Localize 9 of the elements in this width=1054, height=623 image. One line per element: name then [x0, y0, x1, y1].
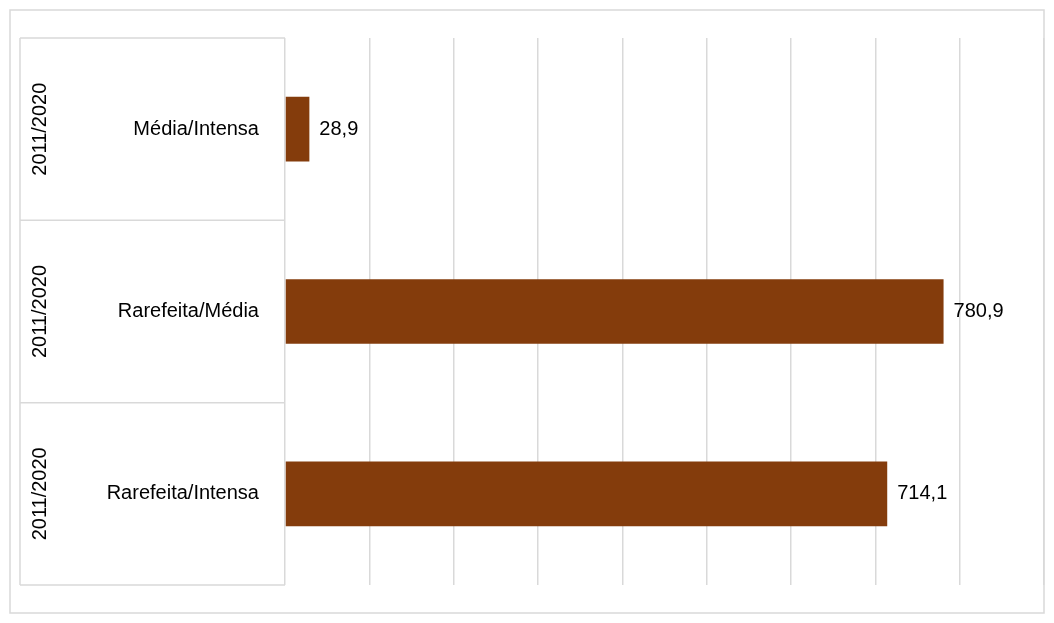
data-label: 780,9: [953, 299, 1004, 322]
y-tick-label: Rarefeita/Intensa: [106, 481, 260, 504]
data-label: 714,1: [897, 481, 948, 504]
text: 2011/2020: [27, 82, 50, 176]
text: 2011/2020: [27, 264, 50, 359]
y-tick-label: Rarefeita/Média: [117, 299, 260, 322]
data-label: 28,9: [319, 116, 359, 139]
text: 2011/2020: [27, 447, 50, 541]
y-tick-label: Média/Intensa: [133, 116, 260, 139]
